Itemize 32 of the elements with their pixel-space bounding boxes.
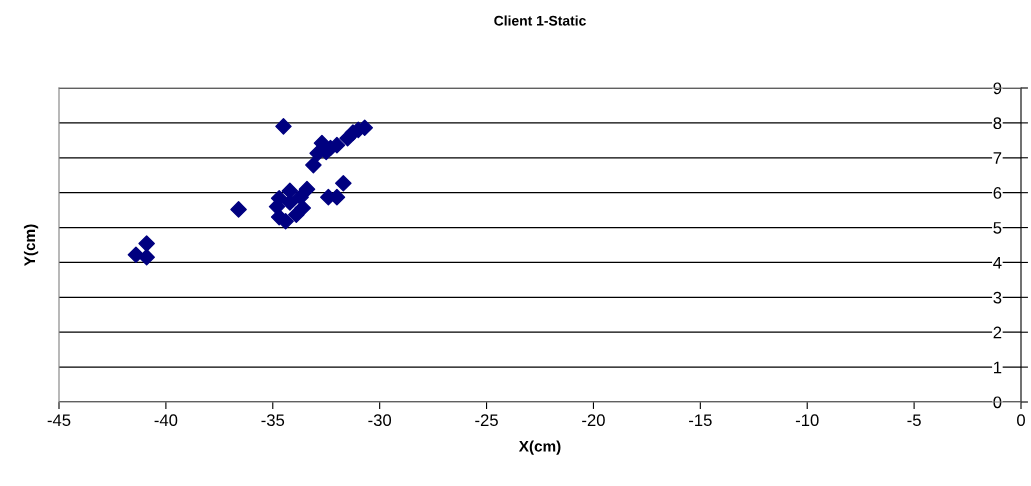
- y-axis-title: Y(cm): [23, 224, 39, 266]
- point: [230, 201, 247, 218]
- x-tick-label: -45: [47, 414, 71, 427]
- point: [138, 235, 155, 252]
- y-tick-label: 0: [993, 396, 1002, 409]
- point: [138, 248, 155, 266]
- x-tick-label: -10: [795, 414, 819, 427]
- point: [335, 174, 352, 192]
- x-axis-title: X(cm): [518, 440, 561, 455]
- x-tick-label: -25: [475, 414, 498, 427]
- point: [287, 206, 305, 223]
- x-tick-label: -15: [689, 414, 712, 427]
- x-tick-label: -30: [368, 414, 392, 427]
- y-tick-label: 4: [993, 257, 1002, 269]
- x-tick-label: -20: [582, 414, 605, 427]
- y-tick-label: 6: [993, 187, 1002, 199]
- point: [275, 118, 292, 135]
- y-tick-label: 1: [994, 361, 1002, 374]
- y-tick-label: 8: [993, 117, 1002, 130]
- point: [339, 129, 356, 147]
- y-tick-label: 5: [993, 222, 1002, 234]
- point: [281, 194, 299, 211]
- y-tick-label: 9: [993, 82, 1002, 95]
- y-tick-label: 2: [993, 326, 1002, 339]
- x-tick-label: -5: [907, 414, 921, 427]
- y-tick-label: 3: [993, 291, 1002, 304]
- point: [305, 156, 322, 174]
- x-tick-label: 0: [1017, 414, 1025, 427]
- chart-title: Client 1-Static: [494, 15, 586, 26]
- y-tick-label: 7: [993, 152, 1002, 164]
- x-tick-label: -40: [154, 414, 178, 427]
- x-tick-label: -35: [261, 414, 285, 427]
